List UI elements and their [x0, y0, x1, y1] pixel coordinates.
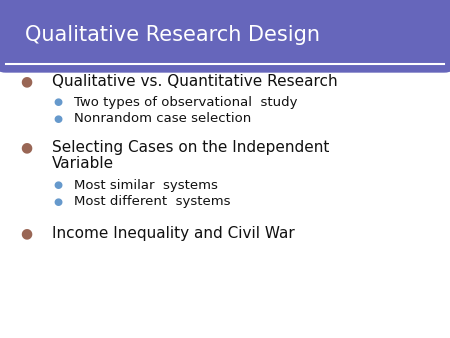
- Text: ●: ●: [20, 74, 32, 88]
- Text: Nonrandom case selection: Nonrandom case selection: [74, 113, 252, 125]
- Text: Variable: Variable: [52, 156, 114, 171]
- Text: Qualitative vs. Quantitative Research: Qualitative vs. Quantitative Research: [52, 74, 338, 89]
- FancyBboxPatch shape: [0, 0, 450, 73]
- Text: Selecting Cases on the Independent: Selecting Cases on the Independent: [52, 140, 329, 154]
- Text: Two types of observational  study: Two types of observational study: [74, 96, 298, 109]
- Text: ●: ●: [53, 197, 62, 207]
- Text: ●: ●: [20, 226, 32, 240]
- Text: ●: ●: [20, 140, 32, 154]
- Text: ●: ●: [53, 97, 62, 107]
- Text: ●: ●: [53, 114, 62, 124]
- Text: Qualitative Research Design: Qualitative Research Design: [25, 25, 320, 46]
- Text: ●: ●: [53, 180, 62, 190]
- Text: Most different  systems: Most different systems: [74, 195, 231, 208]
- Text: Income Inequality and Civil War: Income Inequality and Civil War: [52, 226, 294, 241]
- Text: Most similar  systems: Most similar systems: [74, 179, 218, 192]
